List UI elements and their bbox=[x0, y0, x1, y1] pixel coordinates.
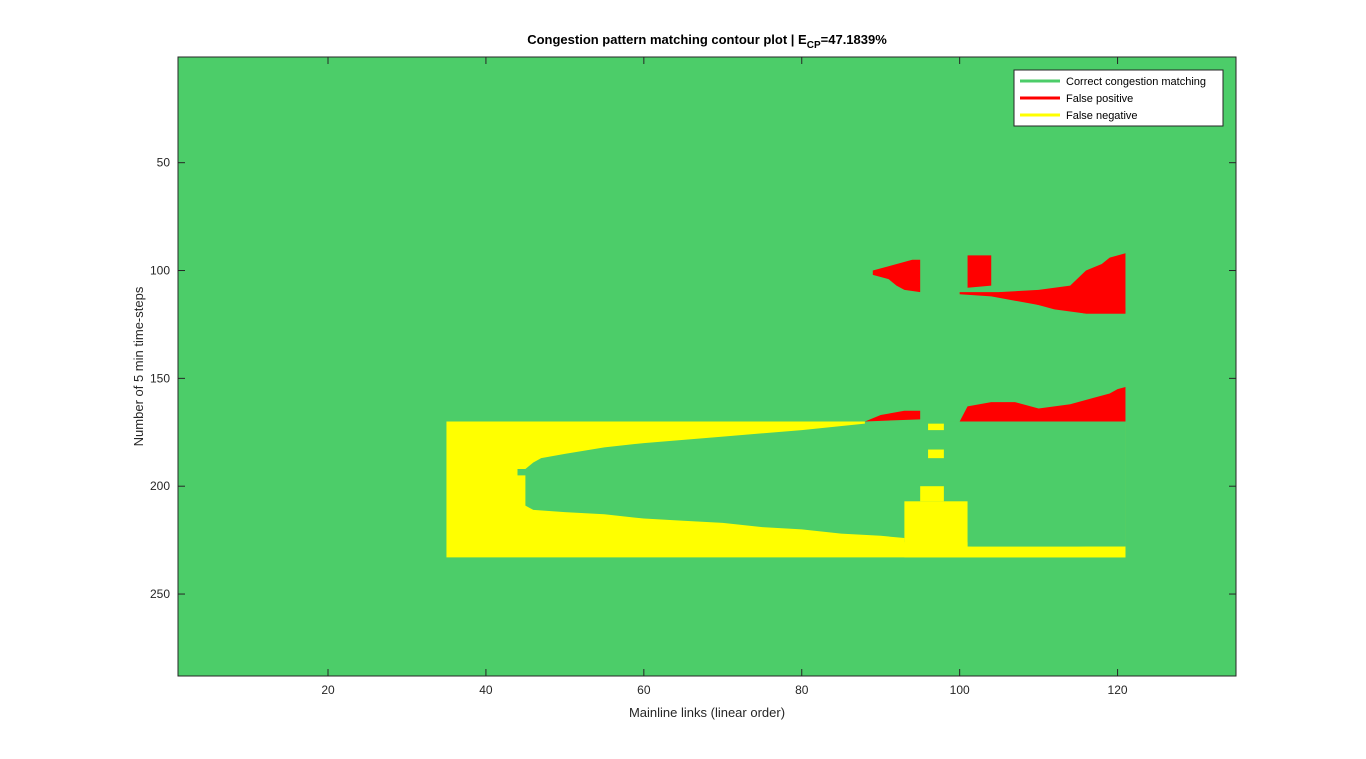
legend: Correct congestion matching False positiv… bbox=[1013, 69, 1224, 127]
legend-label: False negative bbox=[1066, 110, 1138, 122]
y-tick-label: 200 bbox=[150, 479, 170, 493]
legend-label: Correct congestion matching bbox=[1066, 76, 1206, 88]
x-tick-label: 120 bbox=[1108, 683, 1128, 697]
x-tick-label: 20 bbox=[321, 683, 335, 697]
false-negative-patch bbox=[920, 486, 944, 502]
false-negative-region bbox=[446, 421, 1126, 558]
false-negative-patch bbox=[928, 423, 944, 431]
chart-title-subscript: CP bbox=[807, 40, 821, 51]
x-tick-label: 100 bbox=[950, 683, 970, 697]
plot-area: 20 40 60 80 100 120 50 100 150 200 250 Mainline lin… bbox=[131, 32, 1237, 720]
x-axis-label: Mainline links (linear order) bbox=[629, 705, 785, 720]
x-tick-label: 40 bbox=[479, 683, 493, 697]
false-positive-lower-left bbox=[864, 410, 921, 422]
chart-title: Congestion pattern matching contour plot… bbox=[527, 32, 887, 51]
chart-title-prefix: Congestion pattern matching contour plot… bbox=[527, 32, 807, 47]
false-negative-patch bbox=[928, 449, 944, 459]
false-negative-bottom-strip bbox=[967, 546, 1126, 558]
x-tick-label: 80 bbox=[795, 683, 809, 697]
legend-label: False positive bbox=[1066, 93, 1133, 105]
false-negative-patch bbox=[904, 501, 968, 547]
false-positive-region bbox=[864, 253, 1126, 422]
y-axis: 50 100 150 200 250 bbox=[150, 156, 1236, 601]
correct-lens bbox=[517, 421, 1126, 549]
false-negative-step bbox=[999, 548, 1039, 551]
y-axis-label: Number of 5 min time-steps bbox=[131, 286, 146, 446]
false-positive-upper-left bbox=[872, 259, 921, 293]
false-negative-step bbox=[1038, 548, 1094, 551]
y-tick-label: 50 bbox=[157, 156, 171, 170]
false-positive-taper bbox=[959, 292, 1126, 314]
y-tick-label: 150 bbox=[150, 371, 170, 385]
chart-title-suffix: =47.1839% bbox=[821, 32, 888, 47]
axes-frame bbox=[177, 56, 1237, 677]
x-tick-label: 60 bbox=[637, 683, 651, 697]
heatmap-background bbox=[178, 57, 1236, 676]
false-positive-lower-right bbox=[959, 386, 1126, 422]
false-negative-step bbox=[1093, 548, 1126, 551]
y-tick-label: 100 bbox=[150, 264, 170, 278]
y-tick-label: 250 bbox=[150, 587, 170, 601]
x-axis: 20 40 60 80 100 120 bbox=[321, 57, 1128, 697]
false-positive-upper-mid bbox=[967, 255, 992, 288]
